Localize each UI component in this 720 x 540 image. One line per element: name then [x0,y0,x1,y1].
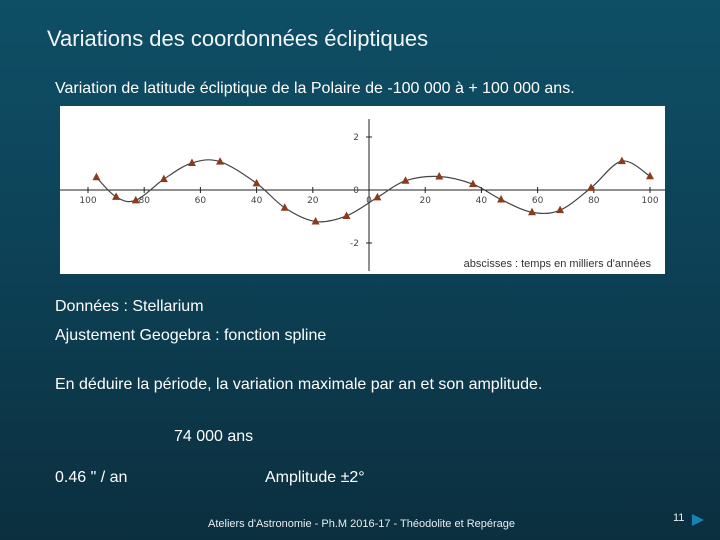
x-tick-label: 40 [251,196,263,206]
data-point [216,157,225,165]
slide-subtitle: Variation de latitude écliptique de la P… [55,80,575,97]
chart-panel: 100 80 60 40 20 0 20 40 60 80 100 2 0 -2 abscisses : … [60,106,665,274]
data-point [586,183,595,191]
data-point [435,171,444,180]
slide-footer: Ateliers d'Astronomie - Ph.M 2016-17 - T… [208,518,516,530]
data-source-text: Données : Stellarium [55,298,204,315]
x-tick-label: 100 [79,196,96,206]
data-point [527,207,536,216]
data-point [280,203,289,211]
data-point [112,192,121,200]
x-tick-label: 100 [641,196,658,206]
x-axis-note: abscisses : temps en milliers d'années [463,258,651,270]
answer-amplitude: Amplitude ±2° [265,469,365,486]
data-point [92,172,101,181]
question-text: En déduire la période, la variation maxi… [55,376,543,393]
data-point [617,156,626,165]
data-point [159,174,168,183]
x-tick-label: 80 [588,196,600,206]
data-point [646,171,654,180]
slide-title: Variations des coordonnées écliptiques [47,26,429,51]
y-tick-label: 2 [353,133,359,143]
data-point [342,211,351,219]
data-point [252,178,261,187]
page-number: 11 [673,512,685,524]
data-point [468,179,477,188]
data-point [373,192,382,201]
x-tick-label: 60 [195,196,207,206]
data-point [497,195,506,203]
x-tick-label: 80 [138,196,150,206]
next-slide-arrow-icon[interactable] [692,514,704,526]
y-tick-label: 0 [353,186,359,196]
answer-rate: 0.46 " / an [55,469,128,486]
data-point [131,195,140,204]
spline-curve [96,159,651,223]
data-point [556,205,565,214]
x-tick-label: 20 [419,196,431,206]
x-tick-label: 20 [307,196,319,206]
x-tick-label: 0 [366,196,372,206]
data-point [311,217,320,225]
data-point [401,176,410,184]
data-point [187,158,196,166]
x-tick-label: 40 [476,196,488,206]
answer-period: 74 000 ans [174,428,254,445]
y-tick-label: -2 [350,239,359,249]
x-tick-label: 60 [532,196,544,206]
fit-method-text: Ajustement Geogebra : fonction spline [55,327,327,344]
